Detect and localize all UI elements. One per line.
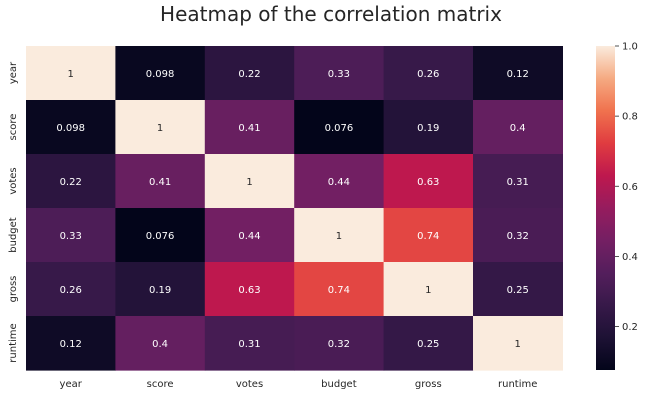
heatmap-cell <box>115 262 206 317</box>
cell-annotation: 0.31 <box>238 339 260 350</box>
heatmap-cell <box>473 154 563 209</box>
cell-annotation: 0.19 <box>417 123 439 134</box>
heatmap-cell <box>204 208 295 263</box>
cell-annotation: 0.32 <box>328 339 350 350</box>
heatmap-cell <box>115 100 206 155</box>
cell-annotation: 0.26 <box>60 285 82 296</box>
x-tick-label: runtime <box>498 379 537 390</box>
x-tick-labels: year score votes budget gross runtime <box>60 379 538 390</box>
heatmap-cell <box>26 100 116 155</box>
heatmap-cell <box>204 154 295 209</box>
heatmap-cell <box>204 46 295 101</box>
cell-annotation: 1 <box>157 123 163 134</box>
chart-title: Heatmap of the correlation matrix <box>160 2 502 26</box>
heatmap-cell <box>473 100 563 155</box>
cell-annotation: 0.33 <box>60 231 82 242</box>
heatmap-cell <box>26 208 116 263</box>
heatmap-cell <box>473 46 563 101</box>
heatmap-cell <box>294 208 385 263</box>
cell-annotation: 1 <box>425 285 431 296</box>
cell-annotation: 0.12 <box>60 339 82 350</box>
cell-annotation: 0.74 <box>328 285 350 296</box>
y-tick-label: score <box>8 114 19 141</box>
cell-annotation: 0.31 <box>507 177 529 188</box>
heatmap-cell <box>204 262 295 317</box>
cell-annotation: 0.076 <box>325 123 354 134</box>
x-tick-label: score <box>147 379 174 390</box>
heatmap-cell <box>383 46 474 101</box>
heatmap-cell <box>294 154 385 209</box>
colorbar <box>596 46 615 370</box>
heatmap-cell <box>383 316 474 371</box>
heatmap-cell <box>115 154 206 209</box>
cell-annotation: 0.33 <box>328 69 350 80</box>
y-tick-labels: year score votes budget gross runtime <box>8 61 19 363</box>
cell-annotation: 0.22 <box>60 177 82 188</box>
cell-annotation: 0.41 <box>149 177 171 188</box>
cell-annotation: 0.4 <box>510 123 526 134</box>
heatmap-cell <box>115 46 206 101</box>
heatmap-cell <box>383 154 474 209</box>
cell-annotation: 0.25 <box>417 339 439 350</box>
heatmap-cell <box>26 46 116 101</box>
x-tick-label: gross <box>415 379 442 390</box>
heatmap-cell <box>473 316 563 371</box>
heatmap-cell <box>115 316 206 371</box>
cell-annotation: 1 <box>336 231 342 242</box>
heatmap-cell <box>473 262 563 317</box>
cell-annotation: 0.44 <box>238 231 260 242</box>
heatmap-cell <box>294 316 385 371</box>
y-tick-label: year <box>8 61 19 84</box>
cell-annotation: 0.22 <box>238 69 260 80</box>
colorbar-tick-label: 0.6 <box>622 182 638 193</box>
heatmap-cell <box>204 316 295 371</box>
colorbar-tick-label: 0.4 <box>622 252 638 263</box>
cell-annotation: 0.19 <box>149 285 171 296</box>
cell-annotation: 0.63 <box>238 285 260 296</box>
heatmap-cell <box>383 262 474 317</box>
cell-annotation: 0.25 <box>507 285 529 296</box>
cell-annotation: 0.44 <box>328 177 350 188</box>
heatmap-cell <box>294 46 385 101</box>
heatmap-cells: 1 0.098 0.22 0.33 0.26 0.120.098 1 0.41 0.076 0.1… <box>26 46 563 371</box>
heatmap-cell <box>383 100 474 155</box>
cell-annotation: 0.74 <box>417 231 439 242</box>
y-tick-label: votes <box>8 167 19 194</box>
heatmap-cell <box>473 208 563 263</box>
x-tick-label: year <box>60 379 83 390</box>
heatmap-cell <box>294 100 385 155</box>
x-tick-label: votes <box>236 379 263 390</box>
cell-annotation: 0.41 <box>238 123 260 134</box>
cell-annotation: 0.076 <box>146 231 175 242</box>
cell-annotation: 0.098 <box>146 69 175 80</box>
cell-annotation: 0.4 <box>152 339 168 350</box>
cell-annotation: 0.098 <box>56 123 85 134</box>
cell-annotation: 1 <box>515 339 521 350</box>
y-tick-label: gross <box>8 276 19 303</box>
cell-annotation: 0.63 <box>417 177 439 188</box>
heatmap-cell <box>26 154 116 209</box>
colorbar-ticks: 0.2 0.4 0.6 0.8 1.0 <box>615 42 638 333</box>
heatmap-cell <box>294 262 385 317</box>
cell-annotation: 1 <box>68 69 74 80</box>
colorbar-tick-label: 0.8 <box>622 112 638 123</box>
cell-annotation: 0.12 <box>507 69 529 80</box>
heatmap-cell <box>26 316 116 371</box>
y-tick-label: budget <box>8 217 19 253</box>
y-tick-label: runtime <box>8 323 19 362</box>
heatmap-cell <box>115 208 206 263</box>
cell-annotation: 0.26 <box>417 69 439 80</box>
cell-annotation: 1 <box>246 177 252 188</box>
x-tick-label: budget <box>321 379 357 390</box>
colorbar-tick-label: 0.2 <box>622 322 638 333</box>
cell-annotation: 0.32 <box>507 231 529 242</box>
heatmap-cell <box>204 100 295 155</box>
colorbar-tick-label: 1.0 <box>622 42 638 53</box>
heatmap-cell <box>26 262 116 317</box>
heatmap-cell <box>383 208 474 263</box>
